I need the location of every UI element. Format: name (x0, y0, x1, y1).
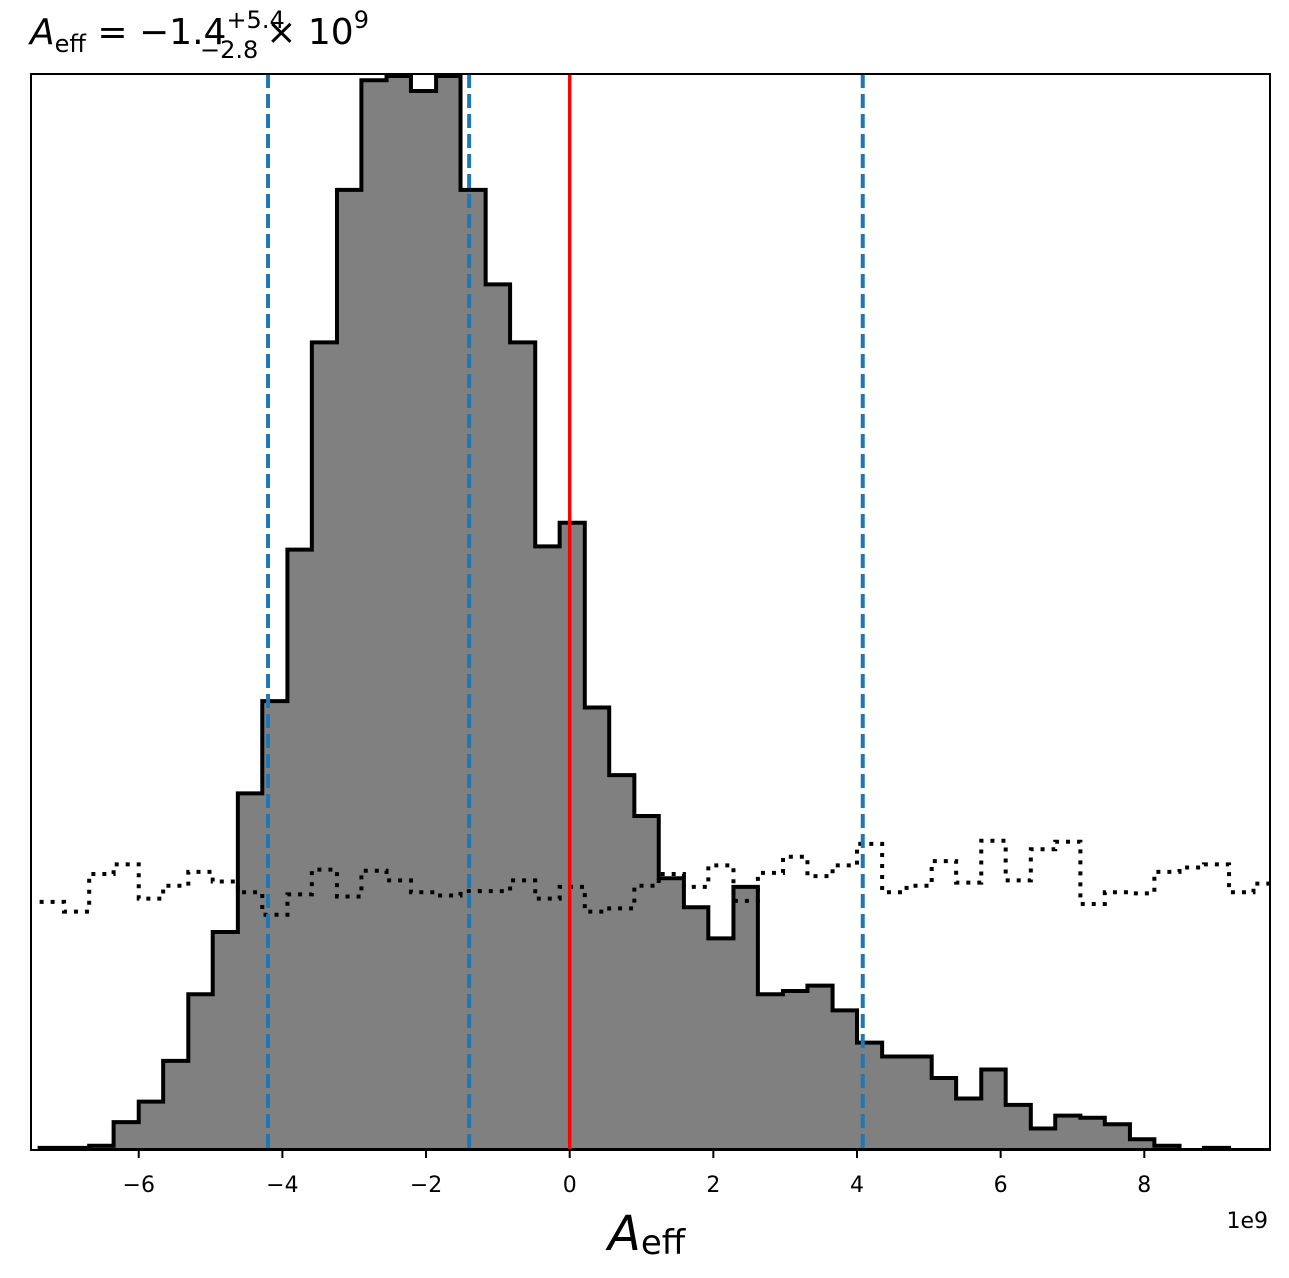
x-offset-label: 1e9 (1226, 1209, 1268, 1234)
x-tick-label: 4 (850, 1173, 864, 1198)
title-symbol-subscript: eff (55, 30, 87, 58)
reference-lines (266, 74, 865, 1150)
x-tick-label: 8 (1137, 1173, 1151, 1198)
title-multiplier: × 10 (266, 12, 353, 53)
plot-area (37, 74, 1270, 1150)
title-symbol: A (28, 12, 55, 53)
histogram-filled-area (37, 74, 1270, 1150)
plot-frame (30, 73, 1271, 1151)
x-tick-label: −2 (410, 1173, 442, 1198)
x-axis-ticks: −6 −4 −2 0 2 4 6 8 (123, 1150, 1151, 1198)
x-tick-label: −6 (123, 1173, 155, 1198)
title-multiplier-exponent: 9 (354, 6, 369, 34)
chart-title: Aeff = −1.4+5.4 −2.8 × 109 (28, 6, 369, 64)
x-axis-label-symbol: A (605, 1206, 641, 1262)
x-axis-label: Aeff (605, 1206, 687, 1263)
x-tick-label: 2 (706, 1173, 720, 1198)
x-tick-label: 6 (994, 1173, 1008, 1198)
x-tick-label: −4 (266, 1173, 298, 1198)
title-lower-error: −2.8 (200, 36, 258, 64)
title-upper-error: +5.4 (226, 6, 284, 34)
histogram-dotted-line (39, 838, 1270, 917)
histogram-dotted-series (39, 838, 1270, 917)
histogram-filled-series (37, 74, 1270, 1150)
title-median: −1.4 (139, 12, 226, 53)
x-axis-label-subscript: eff (641, 1223, 687, 1263)
x-tick-label: 0 (563, 1173, 577, 1198)
